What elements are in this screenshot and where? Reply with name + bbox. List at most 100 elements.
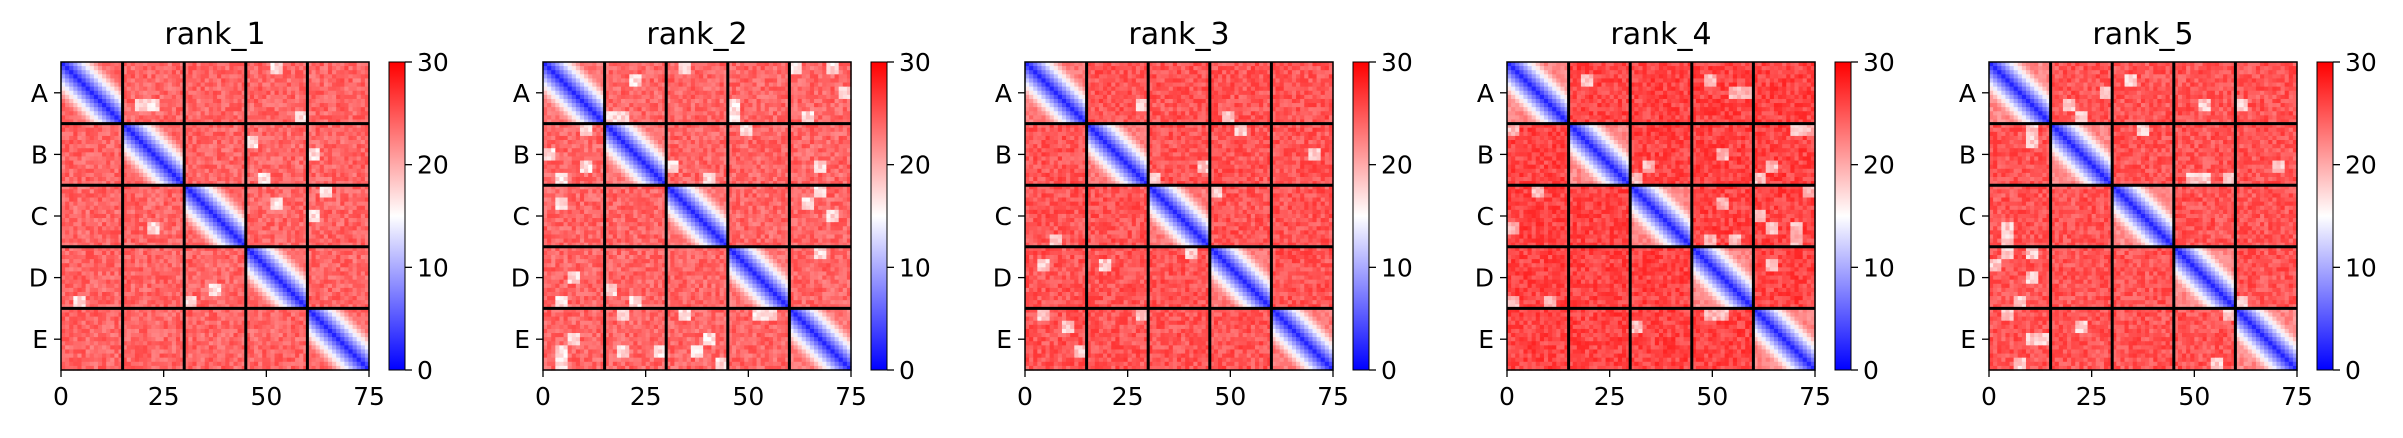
heatmap-cell bbox=[225, 320, 230, 326]
heatmap-cell bbox=[114, 152, 120, 158]
heatmap-cell bbox=[122, 70, 128, 75]
heatmap-cell bbox=[241, 98, 247, 104]
heatmap-cell bbox=[81, 66, 87, 71]
heatmap-cell bbox=[204, 111, 210, 116]
heatmap-cell bbox=[118, 189, 124, 195]
heatmap-cell bbox=[134, 82, 140, 88]
heatmap-cell bbox=[204, 246, 210, 252]
heatmap-cell bbox=[352, 193, 358, 199]
heatmap-cell bbox=[122, 156, 128, 162]
heatmap-cell bbox=[266, 226, 272, 231]
heatmap-cell bbox=[262, 172, 267, 178]
heatmap-cell bbox=[118, 304, 124, 309]
heatmap-cell bbox=[126, 263, 132, 268]
heatmap-cell bbox=[286, 98, 292, 104]
heatmap-cell bbox=[196, 176, 202, 182]
heatmap-cell bbox=[89, 267, 95, 273]
heatmap-cell bbox=[286, 193, 292, 199]
heatmap-cell bbox=[130, 226, 136, 231]
heatmap-cell bbox=[212, 255, 218, 260]
heatmap-cell bbox=[134, 111, 140, 116]
heatmap-cell bbox=[262, 86, 267, 92]
heatmap-cell bbox=[163, 230, 169, 236]
heatmap-cell bbox=[126, 255, 132, 260]
heatmap-cell bbox=[200, 66, 206, 71]
heatmap-cell bbox=[73, 287, 79, 293]
heatmap-cell bbox=[270, 193, 276, 199]
heatmap-cell bbox=[315, 144, 321, 149]
heatmap-cell bbox=[159, 82, 165, 88]
heatmap-cell bbox=[151, 218, 157, 223]
heatmap-cell bbox=[229, 111, 235, 116]
heatmap-cell bbox=[254, 304, 259, 309]
heatmap-cell bbox=[352, 127, 358, 133]
heatmap-cell bbox=[130, 312, 136, 318]
heatmap-cell bbox=[262, 164, 267, 170]
heatmap-cell bbox=[163, 279, 169, 285]
heatmap-cell bbox=[114, 176, 120, 182]
heatmap-cell bbox=[110, 127, 115, 133]
heatmap-cell bbox=[356, 111, 362, 116]
heatmap-cell bbox=[336, 103, 341, 108]
heatmap-cell bbox=[282, 160, 288, 166]
heatmap-cell bbox=[180, 98, 185, 104]
heatmap-cell bbox=[200, 131, 206, 137]
heatmap-cell bbox=[270, 218, 276, 223]
heatmap-cell bbox=[245, 275, 251, 281]
heatmap-cell bbox=[295, 304, 300, 309]
heatmap-cell bbox=[348, 168, 354, 174]
heatmap-cell bbox=[114, 144, 120, 149]
heatmap-cell bbox=[270, 119, 276, 125]
heatmap-cell bbox=[307, 111, 313, 116]
heatmap-cell bbox=[282, 148, 288, 153]
heatmap-cell bbox=[196, 238, 202, 244]
heatmap-cell bbox=[147, 226, 152, 231]
heatmap-cell bbox=[151, 156, 157, 162]
heatmap-cell bbox=[147, 123, 152, 129]
heatmap-cell bbox=[155, 333, 161, 338]
heatmap-cell bbox=[332, 86, 337, 92]
heatmap-cell bbox=[286, 205, 292, 211]
heatmap-cell bbox=[270, 115, 276, 121]
heatmap-cell bbox=[295, 279, 300, 285]
heatmap-cell bbox=[262, 222, 267, 227]
heatmap-cell bbox=[171, 144, 177, 149]
heatmap-cell bbox=[352, 144, 358, 149]
heatmap-cell bbox=[147, 328, 152, 334]
heatmap-cell bbox=[110, 222, 115, 227]
heatmap-cell bbox=[258, 226, 263, 231]
heatmap-cell bbox=[184, 222, 189, 227]
heatmap-cell bbox=[340, 296, 345, 301]
heatmap-cell bbox=[274, 131, 280, 137]
heatmap-cell bbox=[118, 94, 124, 100]
heatmap-cell bbox=[237, 115, 243, 121]
heatmap-cell bbox=[175, 193, 181, 199]
heatmap-cell bbox=[254, 263, 259, 268]
heatmap-cell bbox=[155, 123, 161, 129]
heatmap-cell bbox=[340, 185, 345, 190]
heatmap-cell bbox=[151, 111, 157, 116]
heatmap-cell bbox=[245, 238, 251, 244]
heatmap-cell bbox=[241, 189, 247, 195]
heatmap-cell bbox=[122, 300, 128, 305]
heatmap-cell bbox=[130, 242, 136, 248]
heatmap-cell bbox=[114, 283, 120, 289]
heatmap-cell bbox=[278, 66, 284, 71]
heatmap-cell bbox=[245, 279, 251, 285]
heatmap-cell bbox=[167, 111, 173, 116]
heatmap-cell bbox=[274, 312, 280, 318]
heatmap-cell bbox=[147, 205, 152, 211]
heatmap-cell bbox=[175, 316, 181, 322]
heatmap-cell bbox=[73, 308, 79, 314]
heatmap-cell bbox=[286, 107, 292, 112]
heatmap-cell bbox=[360, 103, 366, 108]
heatmap-cell bbox=[249, 107, 255, 112]
heatmap-cell bbox=[360, 279, 366, 285]
heatmap-cell bbox=[97, 156, 103, 162]
heatmap-cell bbox=[327, 123, 333, 129]
heatmap-cell bbox=[81, 283, 87, 289]
heatmap-cell bbox=[212, 107, 218, 112]
heatmap-cell bbox=[73, 259, 79, 264]
heatmap-cell bbox=[360, 296, 366, 301]
heatmap-cell bbox=[254, 205, 259, 211]
